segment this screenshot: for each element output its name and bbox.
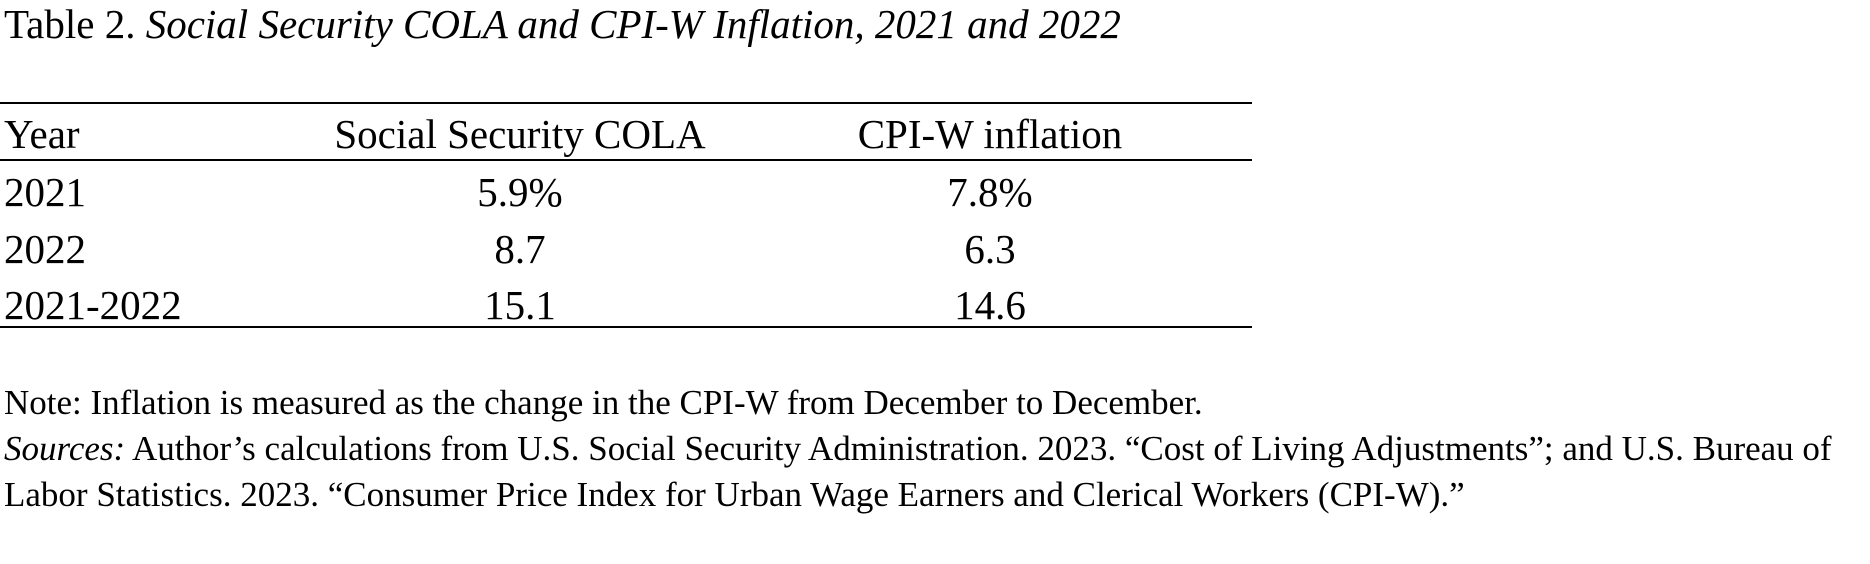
table-header-rule bbox=[0, 159, 1252, 161]
cpi-value: 7.8% bbox=[947, 169, 1033, 215]
header-year: Year bbox=[4, 111, 80, 157]
row-year-2021: 2021 bbox=[4, 169, 86, 215]
sources-label: Sources: bbox=[4, 429, 126, 468]
table-number: Table 2. bbox=[4, 1, 136, 47]
sources-text: Sources: Author’s calculations from U.S.… bbox=[4, 426, 1866, 518]
sources-body: Author’s calculations from U.S. Social S… bbox=[4, 429, 1832, 514]
cola-value: 15.1 bbox=[484, 282, 556, 328]
header-cola-label: Social Security COLA bbox=[334, 111, 706, 157]
row-year-2022: 2022 bbox=[4, 226, 86, 272]
cola-value: 8.7 bbox=[494, 226, 546, 272]
header-cpi-label: CPI-W inflation bbox=[857, 111, 1123, 157]
table-top-rule bbox=[0, 102, 1252, 104]
cola-value: 5.9% bbox=[477, 169, 563, 215]
table-title: Table 2. Social Security COLA and CPI-W … bbox=[4, 0, 1121, 48]
table-bottom-rule bbox=[0, 326, 1252, 328]
data-table: Year Social Security COLA CPI-W inflatio… bbox=[0, 102, 1252, 328]
cpi-value: 6.3 bbox=[964, 226, 1016, 272]
row-year-2021-2022: 2021-2022 bbox=[4, 282, 182, 328]
cpi-value: 14.6 bbox=[954, 282, 1026, 328]
table-caption: Social Security COLA and CPI-W Inflation… bbox=[145, 1, 1121, 47]
note-text: Note: Inflation is measured as the chang… bbox=[4, 383, 1203, 422]
table-notes: Note: Inflation is measured as the chang… bbox=[4, 380, 1866, 518]
